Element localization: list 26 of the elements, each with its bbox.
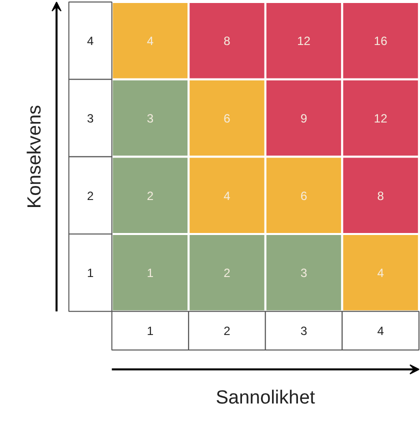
data-label: 2 (146, 188, 154, 203)
data-label: 1 (146, 266, 154, 280)
data-label: 6 (224, 112, 231, 126)
data-label: 2 (224, 266, 231, 280)
data-label: 9 (300, 112, 308, 126)
data-label: 16 (374, 34, 388, 48)
y-axis-title: Konsekvens (24, 104, 46, 208)
data-label: 3 (146, 112, 154, 126)
y-tick-label: 2 (87, 188, 94, 203)
data-label: 3 (300, 266, 308, 280)
data-label: 4 (377, 266, 384, 280)
data-label: 6 (300, 188, 308, 203)
x-tick-label: 3 (300, 324, 308, 338)
y-tick-label: 3 (87, 112, 94, 126)
x-axis-title: Sannolikhet (216, 387, 316, 408)
data-label: 4 (224, 188, 231, 203)
data-label: 4 (146, 34, 154, 48)
data-label: 12 (297, 34, 311, 48)
x-tick-label: 2 (224, 324, 231, 338)
y-tick-label: 1 (87, 266, 94, 280)
x-tick-label: 4 (377, 324, 384, 338)
data-label: 8 (377, 188, 384, 203)
y-tick-label: 4 (87, 34, 94, 48)
data-label: 8 (224, 34, 231, 48)
data-label: 12 (374, 112, 388, 126)
x-tick-label: 1 (146, 324, 154, 338)
